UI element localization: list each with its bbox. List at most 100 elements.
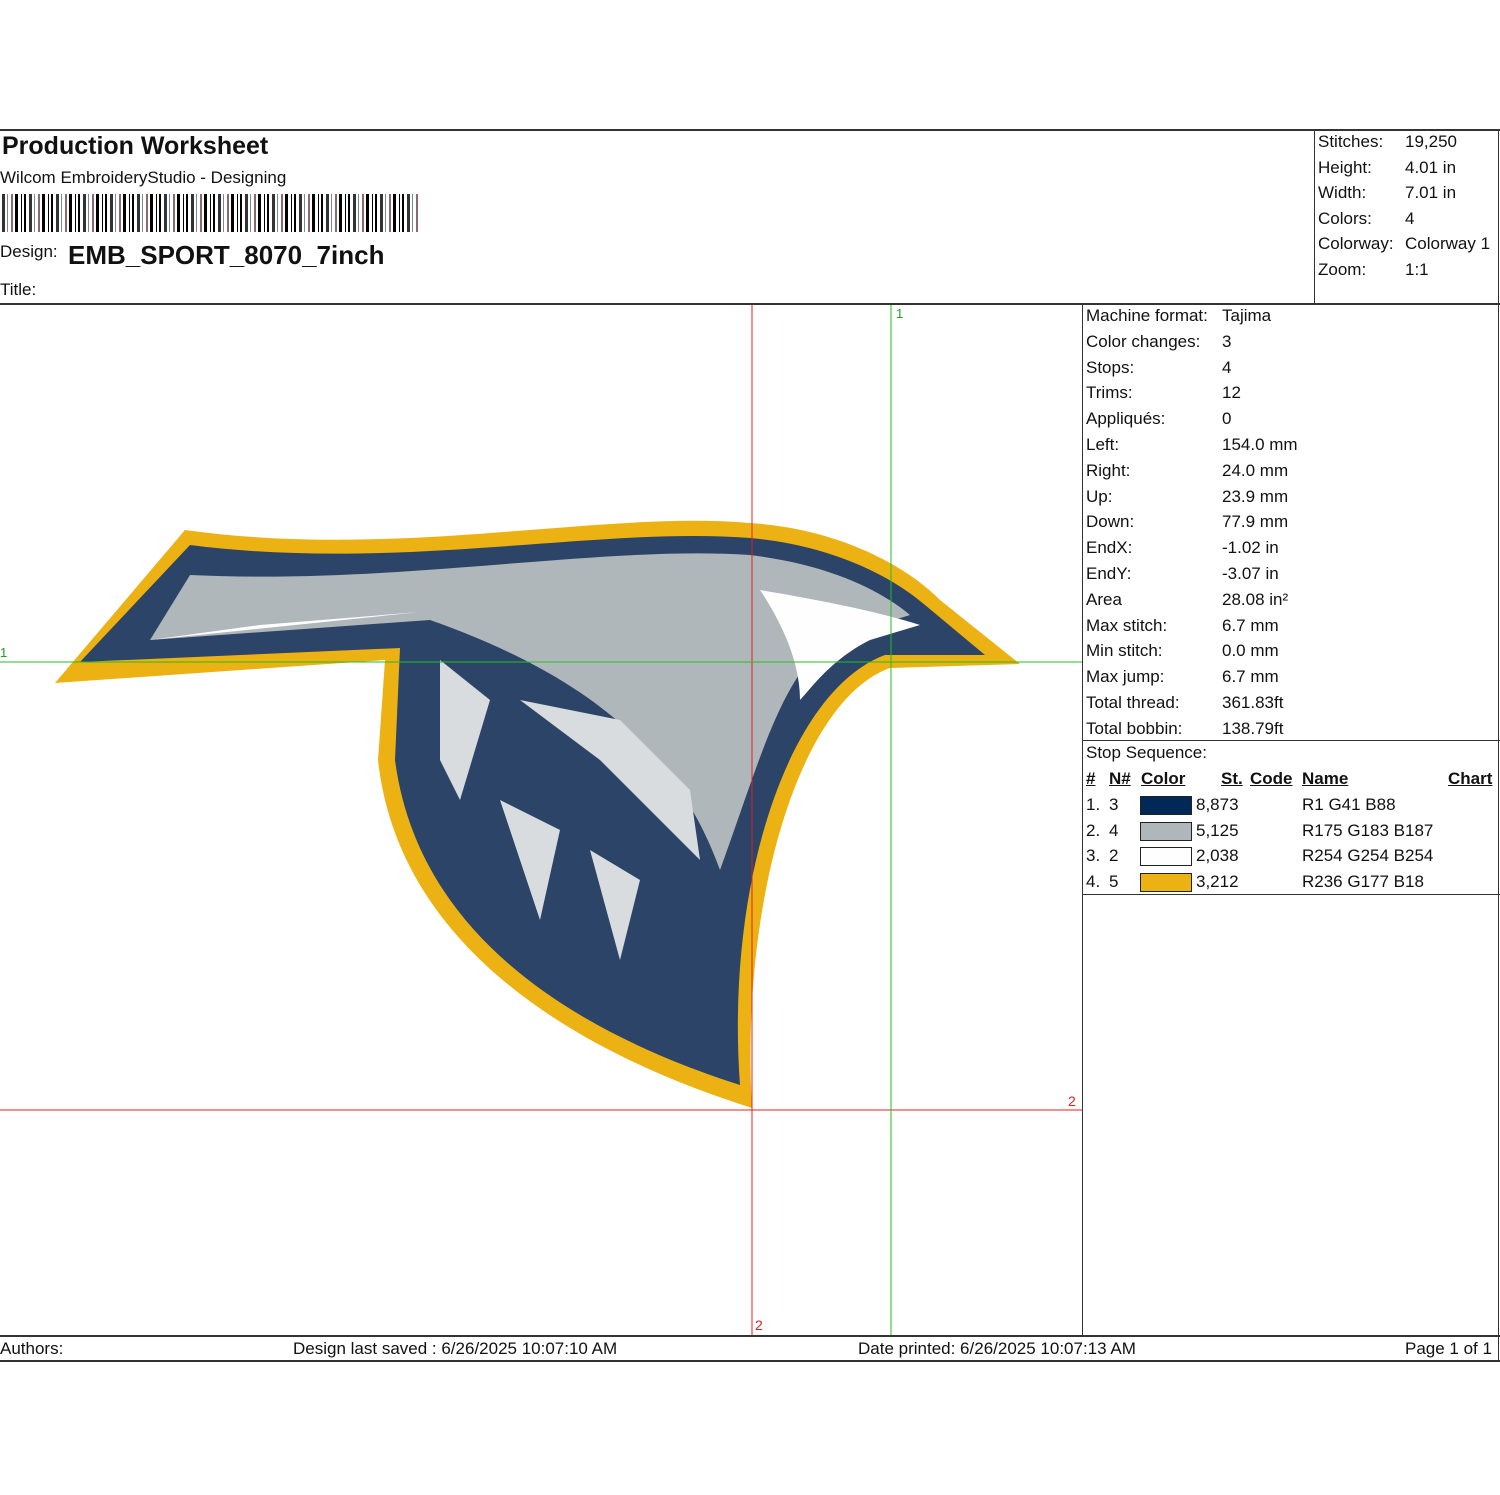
summary-label: Colorway: <box>1318 234 1394 254</box>
header-divider <box>0 303 1500 305</box>
barcode-bar <box>7 194 8 232</box>
barcode-bar <box>264 194 265 232</box>
barcode-bar <box>186 194 188 232</box>
thread-name: R236 G177 B18 <box>1302 872 1424 892</box>
detail-label: Area <box>1086 589 1122 609</box>
summary-value: 7.01 in <box>1405 183 1457 203</box>
seq-number: 4. <box>1086 872 1101 892</box>
detail-value: -1.02 in <box>1222 538 1279 558</box>
barcode-bar <box>183 194 184 232</box>
barcode-bar <box>51 194 53 232</box>
barcode-bar <box>407 194 410 232</box>
barcode-bar <box>258 194 261 232</box>
barcode-bar <box>362 194 364 232</box>
barcode-bar <box>115 194 116 232</box>
color-swatch <box>1140 873 1192 893</box>
column-header: N# <box>1109 769 1131 788</box>
detail-label: Stops: <box>1086 357 1135 377</box>
barcode-bar <box>38 194 40 232</box>
barcode-bar <box>96 194 99 232</box>
barcode-bar <box>119 194 121 232</box>
detail-value: 154.0 mm <box>1222 435 1298 454</box>
barcode-bar <box>24 194 26 232</box>
barcode-bar <box>358 194 359 232</box>
barcode-bar <box>277 194 278 232</box>
barcode-bar <box>272 194 275 232</box>
footer-top-border <box>0 1335 1500 1337</box>
software-name: Wilcom EmbroideryStudio - Designing <box>0 168 287 187</box>
summary-label: Height: <box>1318 157 1372 177</box>
barcode-bar <box>299 194 302 232</box>
barcode-bar <box>142 194 143 232</box>
column-header: Name <box>1302 769 1349 788</box>
barcode-bar <box>267 194 269 232</box>
barcode-bar <box>281 194 283 232</box>
page-title: Production Worksheet <box>2 132 269 160</box>
detail-value: 77.9 mm <box>1222 512 1289 532</box>
needle-number: 2 <box>1109 846 1119 866</box>
seq-number: 3. <box>1086 846 1101 866</box>
barcode-bar <box>210 194 211 232</box>
summary-label: Width: <box>1318 183 1367 203</box>
last-saved: Design last saved : 6/26/2025 10:07:10 A… <box>293 1339 618 1358</box>
barcode-bar <box>11 194 13 232</box>
barcode-bar <box>402 194 404 232</box>
design-preview: 1 1 2 2 <box>0 305 1082 1335</box>
bird-embroidery <box>55 520 1020 1108</box>
barcode-bar <box>191 194 194 232</box>
barcode-bar <box>372 194 373 232</box>
barcode-bar <box>291 194 292 232</box>
detail-label: EndX: <box>1086 538 1133 558</box>
barcode-bar <box>218 194 221 232</box>
column-header: St. <box>1221 769 1243 788</box>
barcode-bar <box>105 194 107 232</box>
barcode-bar <box>318 194 319 232</box>
barcode-bar <box>78 194 80 232</box>
barcode-bar <box>389 194 391 232</box>
summary-value: Colorway 1 <box>1405 234 1491 254</box>
barcode-bar <box>223 194 224 232</box>
barcode-bar <box>92 194 94 232</box>
thread-name: R175 G183 B187 <box>1302 820 1434 840</box>
detail-label: Up: <box>1086 486 1113 506</box>
barcode-bar <box>304 194 305 232</box>
barcode-bar <box>61 194 62 232</box>
barcode-bar <box>385 194 386 232</box>
detail-label: Min stitch: <box>1086 641 1163 661</box>
barcode-bar <box>308 194 310 232</box>
summary-value: 1:1 <box>1405 260 1429 279</box>
design-label: Design: <box>0 242 58 261</box>
needle-number: 4 <box>1109 820 1119 840</box>
detail-label: Max jump: <box>1086 667 1165 687</box>
barcode-bar <box>254 194 256 232</box>
barcode-bar <box>237 194 238 232</box>
column-header: Code <box>1250 769 1293 788</box>
barcode-bar <box>380 194 383 232</box>
barcode-bar <box>321 194 323 232</box>
barcode-bar <box>366 194 369 232</box>
stitch-count: 5,125 <box>1196 820 1239 840</box>
needle-number: 3 <box>1109 795 1119 814</box>
detail-value: 12 <box>1222 383 1241 403</box>
green-guide-label-left: 1 <box>0 645 7 660</box>
footer-bottom-border <box>0 1360 1500 1362</box>
barcode-bar <box>345 194 346 232</box>
barcode-bar <box>393 194 396 232</box>
summary-value: 19,250 <box>1405 132 1457 151</box>
barcode-bar <box>2 194 5 232</box>
barcode-bar <box>169 194 170 232</box>
detail-value: 24.0 mm <box>1222 460 1289 480</box>
summary-label: Zoom: <box>1318 260 1367 279</box>
barcode-bar <box>177 194 180 232</box>
barcode-bar <box>132 194 134 232</box>
summary-label: Stitches: <box>1318 132 1384 151</box>
detail-label: EndY: <box>1086 564 1132 583</box>
design-name: EMB_SPORT_8070_7inch <box>68 240 385 270</box>
color-swatch <box>1140 821 1192 841</box>
barcode-bar <box>213 194 215 232</box>
needle-number: 5 <box>1109 872 1119 892</box>
detail-value: 6.7 mm <box>1222 667 1279 687</box>
barcode-bar <box>227 194 229 232</box>
barcode-bar <box>137 194 140 232</box>
summary-divider <box>1314 130 1315 304</box>
